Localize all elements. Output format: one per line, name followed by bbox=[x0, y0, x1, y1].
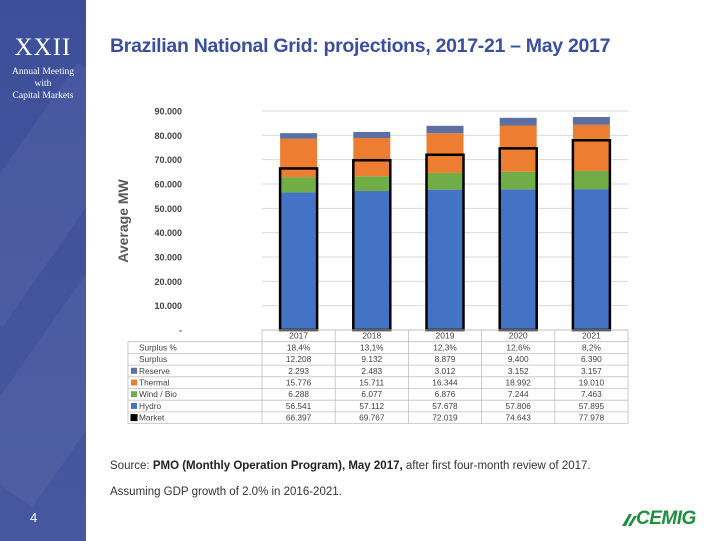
table-cell: 57.678 bbox=[432, 401, 458, 411]
bar-segment-wind-bio bbox=[499, 171, 537, 190]
table-cell: 12,3% bbox=[433, 342, 457, 352]
legend-swatch-wind-bio bbox=[131, 391, 137, 398]
y-tick-label: 70.000 bbox=[154, 155, 182, 165]
bar-segment-hydro bbox=[499, 189, 537, 330]
bar-segment-reserve bbox=[280, 133, 318, 139]
y-axis-title: Average MW bbox=[115, 178, 131, 262]
bar-segment-reserve bbox=[499, 117, 537, 126]
y-tick-label: - bbox=[179, 326, 182, 336]
bar-segment-thermal bbox=[426, 133, 464, 173]
bar-segment-thermal bbox=[280, 138, 318, 178]
y-tick-label: 90.000 bbox=[154, 107, 182, 117]
table-cell: 16.344 bbox=[432, 378, 458, 388]
logo-mark-icon bbox=[622, 514, 637, 526]
table-cell: 66.397 bbox=[286, 413, 312, 423]
source-prefix: Source: bbox=[110, 460, 153, 472]
table-cell: 7.244 bbox=[508, 389, 529, 399]
bar-segment-wind-bio bbox=[426, 172, 464, 190]
x-tick-label: 2021 bbox=[582, 331, 601, 341]
x-tick-label: 2020 bbox=[509, 331, 528, 341]
assumption-note: Assuming GDP growth of 2.0% in 2016-2021… bbox=[110, 486, 342, 498]
slide-title: Brazilian National Grid: projections, 20… bbox=[110, 35, 611, 57]
legend-swatch-market bbox=[130, 414, 138, 422]
legend-swatch-thermal bbox=[131, 379, 137, 386]
source-note: Source: PMO (Monthly Operation Program),… bbox=[110, 460, 591, 472]
table-row-label: Market bbox=[139, 413, 165, 423]
table-cell: 18,4% bbox=[287, 342, 311, 352]
bar-segment-wind-bio bbox=[353, 176, 391, 192]
meeting-line: Capital Markets bbox=[12, 91, 74, 101]
sidebar: XXII Annual Meeting with Capital Markets… bbox=[0, 0, 86, 541]
x-tick-label: 2019 bbox=[436, 331, 455, 341]
bar-segment-reserve bbox=[353, 131, 391, 139]
table-cell: 9.400 bbox=[508, 354, 529, 364]
table-row-label: Thermal bbox=[139, 378, 170, 388]
bar-segment-hydro bbox=[426, 189, 464, 330]
legend-swatch-hydro bbox=[131, 402, 137, 409]
table-cell: 3.157 bbox=[581, 366, 602, 376]
bar-segment-reserve bbox=[572, 117, 610, 125]
bar-segment-wind-bio bbox=[280, 177, 318, 193]
table-cell: 74.643 bbox=[506, 413, 532, 423]
logo-text: CEMIG bbox=[636, 508, 696, 529]
table-cell: 69.767 bbox=[359, 413, 385, 423]
y-tick-label: 50.000 bbox=[154, 204, 182, 214]
table-cell: 2.483 bbox=[361, 366, 382, 376]
table-row-label: Wind / Bio bbox=[139, 389, 177, 399]
y-tick-label: 10.000 bbox=[154, 301, 182, 311]
table-cell: 57.112 bbox=[359, 401, 384, 411]
table-row-label: Hydro bbox=[139, 401, 162, 411]
page-number: 4 bbox=[30, 510, 38, 525]
x-tick-label: 2017 bbox=[289, 331, 308, 341]
meeting-number: XXII bbox=[14, 34, 72, 61]
bar-segment-wind-bio bbox=[572, 170, 610, 190]
table-cell: 6.390 bbox=[581, 354, 602, 364]
bar-segment-hydro bbox=[353, 191, 391, 330]
table-cell: 18.992 bbox=[506, 378, 532, 388]
source-bold: PMO (Monthly Operation Program), May 201… bbox=[152, 460, 403, 472]
table-cell: 6.077 bbox=[361, 389, 382, 399]
meeting-line: with bbox=[34, 79, 52, 89]
table-cell: 15.711 bbox=[359, 378, 384, 388]
table-cell: 19.010 bbox=[579, 378, 605, 388]
x-tick-label: 2018 bbox=[362, 331, 381, 341]
table-cell: 7.463 bbox=[581, 389, 602, 399]
meeting-line: Annual Meeting bbox=[11, 67, 74, 77]
table-cell: 2.293 bbox=[288, 366, 309, 376]
source-suffix: after first four-month review of 2017. bbox=[402, 460, 591, 472]
table-cell: 15.776 bbox=[286, 378, 312, 388]
y-tick-label: 30.000 bbox=[154, 253, 182, 263]
table-cell: 12,6% bbox=[506, 342, 530, 352]
y-tick-label: 80.000 bbox=[154, 131, 182, 141]
bar-segment-reserve bbox=[426, 125, 464, 134]
legend-swatch-reserve bbox=[131, 367, 137, 374]
table-cell: 57.895 bbox=[579, 401, 605, 411]
table-cell: 72.019 bbox=[432, 413, 458, 423]
table-cell: 8.879 bbox=[435, 354, 456, 364]
bar-segment-thermal bbox=[572, 124, 610, 171]
cemig-logo: CEMIG bbox=[620, 508, 704, 532]
table-row-label: Surplus % bbox=[139, 342, 177, 352]
table-cell: 3.012 bbox=[435, 366, 456, 376]
bar-segment-hydro bbox=[572, 189, 610, 330]
table-cell: 56.541 bbox=[286, 401, 312, 411]
y-tick-label: 60.000 bbox=[154, 180, 182, 190]
table-cell: 3.152 bbox=[508, 366, 529, 376]
meeting-name: Annual Meeting with Capital Markets bbox=[0, 66, 86, 102]
table-cell: 12.208 bbox=[286, 354, 312, 364]
bar-segment-thermal bbox=[353, 138, 391, 177]
table-row-label: Reserve bbox=[139, 366, 170, 376]
bar-segment-hydro bbox=[280, 192, 318, 330]
table-cell: 9.132 bbox=[361, 354, 382, 364]
table-cell: 6.876 bbox=[435, 389, 456, 399]
table-cell: 13,1% bbox=[360, 342, 384, 352]
table-cell: 6.288 bbox=[288, 389, 309, 399]
table-cell: 77.978 bbox=[579, 413, 605, 423]
y-tick-label: 20.000 bbox=[154, 277, 182, 287]
y-tick-label: 40.000 bbox=[154, 228, 182, 238]
table-row-label: Surplus bbox=[139, 354, 167, 364]
table-cell: 8,2% bbox=[582, 342, 602, 352]
table-cell: 57.806 bbox=[506, 401, 532, 411]
